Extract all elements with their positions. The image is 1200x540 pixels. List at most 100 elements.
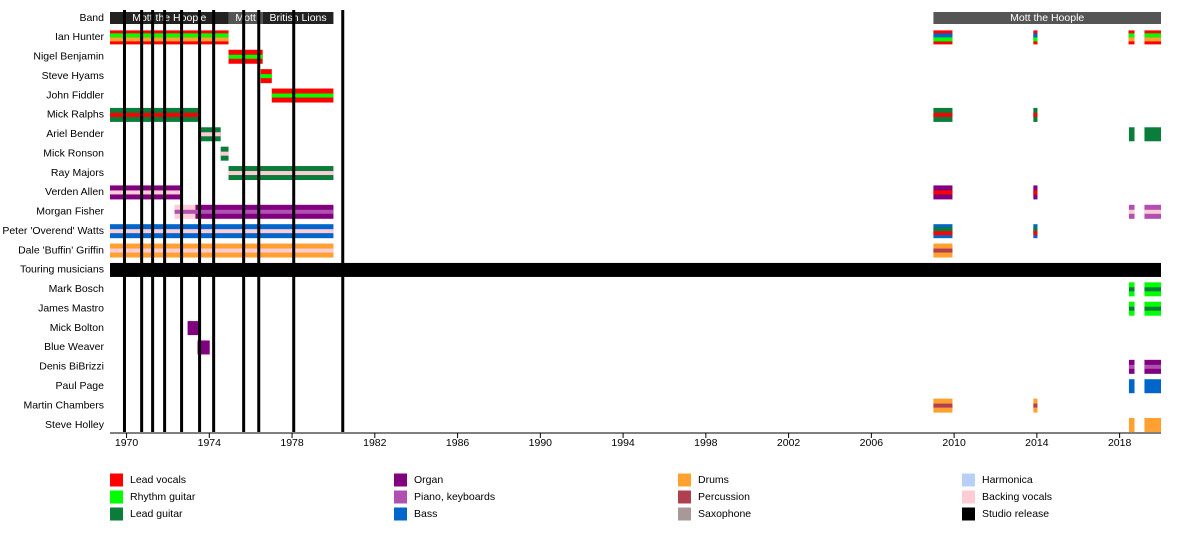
role-stripe — [933, 112, 953, 117]
row-label: Morgan Fisher — [36, 206, 104, 218]
legend-label: Lead guitar — [130, 508, 183, 520]
band-name: Mott — [235, 12, 256, 24]
x-tick-label: 1998 — [694, 437, 718, 449]
x-tick-label: 1982 — [363, 437, 387, 449]
legend-label: Studio release — [982, 508, 1049, 520]
legend-label: Drums — [698, 474, 729, 486]
role-stripe — [933, 33, 953, 38]
role-stripe — [1033, 190, 1038, 195]
member-bar — [110, 262, 1161, 277]
row-label: Touring musicians — [20, 264, 104, 276]
role-stripe — [1128, 364, 1135, 369]
role-stripe — [195, 209, 334, 214]
legend-swatch — [678, 490, 691, 504]
x-tick-label: 1978 — [280, 437, 304, 449]
role-stripe — [1128, 33, 1135, 38]
member-bar — [1128, 379, 1135, 394]
legend-swatch — [110, 507, 123, 521]
role-stripe — [228, 54, 263, 59]
member-bar — [1144, 379, 1161, 394]
legend-swatch — [394, 473, 407, 487]
legend-label: Percussion — [698, 491, 750, 503]
role-stripe — [110, 112, 201, 117]
role-stripe — [933, 231, 953, 236]
role-stripe — [110, 248, 334, 253]
member-bar — [187, 321, 200, 336]
member-bar — [1128, 417, 1135, 432]
role-stripe — [110, 190, 182, 195]
band-name: Mott the Hoople — [132, 12, 206, 24]
band-bar — [933, 12, 1161, 24]
legend-label: Organ — [414, 474, 443, 486]
row-label: Mick Ronson — [43, 147, 104, 159]
row-label: Dale 'Buffin' Griffin — [18, 244, 104, 256]
legend-label: Lead vocals — [130, 474, 186, 486]
row-label: Martin Chambers — [23, 399, 104, 411]
x-tick-label: 1994 — [611, 437, 635, 449]
role-stripe — [1033, 227, 1038, 232]
x-tick-label: 1990 — [529, 437, 553, 449]
legend-swatch — [678, 473, 691, 487]
role-stripe — [1128, 306, 1135, 311]
band-name: British Lions — [269, 12, 326, 24]
member-bar — [1144, 127, 1161, 142]
row-label: Peter 'Overend' Watts — [2, 225, 104, 237]
role-stripe — [1144, 364, 1161, 369]
x-tick-label: 2014 — [1025, 437, 1049, 449]
x-tick-label: 1970 — [115, 437, 139, 449]
legend-swatch — [394, 490, 407, 504]
legend-label: Harmonica — [982, 474, 1033, 486]
role-stripe — [220, 151, 229, 156]
role-stripe — [1144, 287, 1161, 292]
role-stripe — [1128, 37, 1135, 42]
legend-label: Backing vocals — [982, 491, 1052, 503]
role-stripe — [1144, 33, 1161, 38]
band-bar — [262, 12, 334, 24]
legend-swatch — [110, 490, 123, 504]
x-tick-label: 1986 — [446, 437, 470, 449]
row-label: Mick Ralphs — [47, 109, 104, 121]
legend-swatch — [962, 473, 975, 487]
row-label: Mick Bolton — [50, 322, 104, 334]
row-label: Blue Weaver — [44, 341, 104, 353]
row-label: Verden Allen — [45, 186, 104, 198]
legend-swatch — [394, 507, 407, 521]
role-stripe — [1033, 112, 1038, 117]
x-tick-label: 2018 — [1108, 437, 1132, 449]
legend-label: Piano, keyboards — [414, 491, 495, 503]
row-label: Nigel Benjamin — [33, 51, 104, 63]
role-stripe — [933, 190, 953, 195]
role-stripe — [1144, 37, 1161, 42]
legend-swatch — [678, 507, 691, 521]
role-stripe — [933, 37, 953, 42]
row-label: Paul Page — [56, 380, 105, 392]
band-bar — [228, 12, 263, 24]
legend-swatch — [110, 473, 123, 487]
row-label: Ray Majors — [51, 167, 104, 179]
role-stripe — [1033, 403, 1038, 408]
row-label: Steve Holley — [45, 419, 105, 431]
legend-label: Bass — [414, 508, 437, 520]
role-stripe — [933, 403, 953, 408]
row-label: John Fiddler — [46, 89, 104, 101]
row-label: Ian Hunter — [55, 31, 105, 43]
role-stripe — [228, 171, 334, 176]
member-bar — [1128, 127, 1135, 142]
role-stripe — [1033, 37, 1038, 42]
legend-swatch — [962, 490, 975, 504]
role-stripe — [271, 93, 334, 98]
role-stripe — [1128, 287, 1135, 292]
row-label: Band — [79, 12, 104, 24]
x-tick-label: 2006 — [860, 437, 884, 449]
x-tick-label: 2002 — [777, 437, 801, 449]
role-stripe — [1128, 209, 1135, 214]
role-stripe — [260, 74, 272, 79]
role-stripe — [1033, 231, 1038, 236]
role-stripe — [1144, 306, 1161, 311]
x-tick-label: 2010 — [942, 437, 966, 449]
role-stripe — [1144, 209, 1161, 214]
role-stripe — [110, 37, 229, 42]
legend-label: Rhythm guitar — [130, 491, 196, 503]
role-stripe — [200, 132, 221, 137]
